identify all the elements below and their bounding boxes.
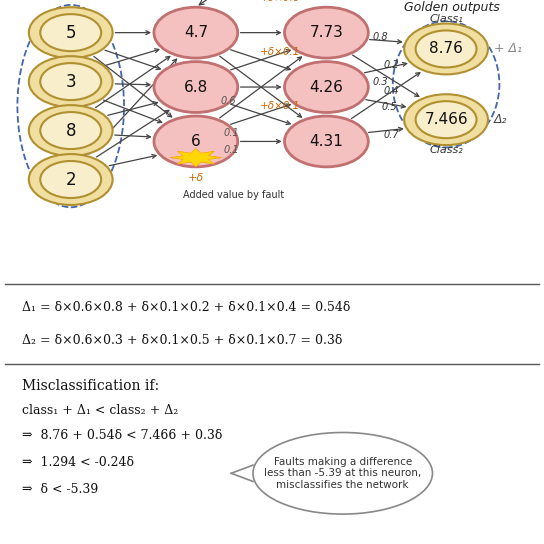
Ellipse shape bbox=[285, 7, 368, 58]
Text: 4.26: 4.26 bbox=[310, 79, 343, 95]
Text: + Δ₁: + Δ₁ bbox=[494, 42, 522, 55]
Text: +δ×0.1: +δ×0.1 bbox=[260, 101, 300, 112]
Text: 8: 8 bbox=[65, 121, 76, 140]
Text: 7.466: 7.466 bbox=[424, 112, 468, 127]
Text: 0.1: 0.1 bbox=[223, 145, 239, 154]
Ellipse shape bbox=[404, 94, 488, 145]
Text: ⇒  δ < -5.39: ⇒ δ < -5.39 bbox=[22, 483, 98, 496]
Ellipse shape bbox=[416, 101, 477, 138]
Ellipse shape bbox=[253, 432, 432, 514]
Text: Golden outputs: Golden outputs bbox=[404, 1, 499, 14]
Polygon shape bbox=[170, 149, 222, 167]
Ellipse shape bbox=[285, 61, 368, 113]
Text: Class₂: Class₂ bbox=[429, 145, 463, 155]
Ellipse shape bbox=[40, 161, 101, 198]
Text: class₁ + Δ₁ < class₂ + Δ₂: class₁ + Δ₁ < class₂ + Δ₂ bbox=[22, 404, 178, 417]
Text: 0.6: 0.6 bbox=[220, 96, 236, 106]
Text: 0.1: 0.1 bbox=[223, 128, 239, 138]
Ellipse shape bbox=[154, 116, 238, 167]
Text: Δ₂ = δ×0.6×0.3 + δ×0.1×0.5 + δ×0.1×0.7 = 0.3δ: Δ₂ = δ×0.6×0.3 + δ×0.1×0.5 + δ×0.1×0.7 =… bbox=[22, 333, 342, 347]
Ellipse shape bbox=[154, 61, 238, 113]
Ellipse shape bbox=[29, 56, 113, 107]
Text: Class₁: Class₁ bbox=[429, 14, 463, 23]
Text: +δ×0.6: +δ×0.6 bbox=[260, 0, 300, 3]
Text: golden neuron's output: golden neuron's output bbox=[185, 0, 316, 5]
Text: 0.2: 0.2 bbox=[384, 60, 399, 70]
Text: 5: 5 bbox=[65, 23, 76, 42]
Text: ⇒  8.76 + 0.54δ < 7.466 + 0.3δ: ⇒ 8.76 + 0.54δ < 7.466 + 0.3δ bbox=[22, 429, 222, 442]
Ellipse shape bbox=[29, 105, 113, 156]
Text: 0.3: 0.3 bbox=[373, 77, 388, 86]
Text: 0.5: 0.5 bbox=[381, 102, 397, 113]
Text: Δ₂: Δ₂ bbox=[494, 113, 507, 126]
Text: ⇒  1.294 < -0.24δ: ⇒ 1.294 < -0.24δ bbox=[22, 456, 134, 469]
Polygon shape bbox=[231, 465, 253, 481]
Text: Misclassification if:: Misclassification if: bbox=[22, 379, 159, 393]
Ellipse shape bbox=[40, 63, 101, 100]
Text: Faults making a difference
less than -5.39 at this neuron,
misclassifies the net: Faults making a difference less than -5.… bbox=[264, 456, 422, 490]
Text: Added value by fault: Added value by fault bbox=[183, 190, 285, 200]
Text: 3: 3 bbox=[65, 72, 76, 91]
Ellipse shape bbox=[40, 112, 101, 149]
Text: 2: 2 bbox=[65, 170, 76, 189]
Text: Δ₁ = δ×0.6×0.8 + δ×0.1×0.2 + δ×0.1×0.4 = 0.54δ: Δ₁ = δ×0.6×0.8 + δ×0.1×0.2 + δ×0.1×0.4 =… bbox=[22, 301, 350, 314]
Text: +δ×0.1: +δ×0.1 bbox=[260, 47, 300, 57]
Text: 0.4: 0.4 bbox=[384, 86, 399, 96]
Text: 4.7: 4.7 bbox=[184, 25, 208, 40]
Text: 7.73: 7.73 bbox=[310, 25, 343, 40]
Ellipse shape bbox=[404, 23, 488, 75]
Text: 8.76: 8.76 bbox=[429, 41, 463, 57]
Text: 6.8: 6.8 bbox=[184, 79, 208, 95]
Ellipse shape bbox=[40, 14, 101, 51]
Text: 4.31: 4.31 bbox=[310, 134, 343, 149]
Ellipse shape bbox=[29, 7, 113, 58]
Text: 6: 6 bbox=[191, 134, 201, 149]
Ellipse shape bbox=[416, 30, 477, 67]
Text: +δ: +δ bbox=[188, 172, 204, 183]
Text: 0.8: 0.8 bbox=[373, 32, 388, 42]
Ellipse shape bbox=[29, 154, 113, 205]
Text: 0.7: 0.7 bbox=[384, 129, 399, 140]
Ellipse shape bbox=[285, 116, 368, 167]
Ellipse shape bbox=[154, 7, 238, 58]
